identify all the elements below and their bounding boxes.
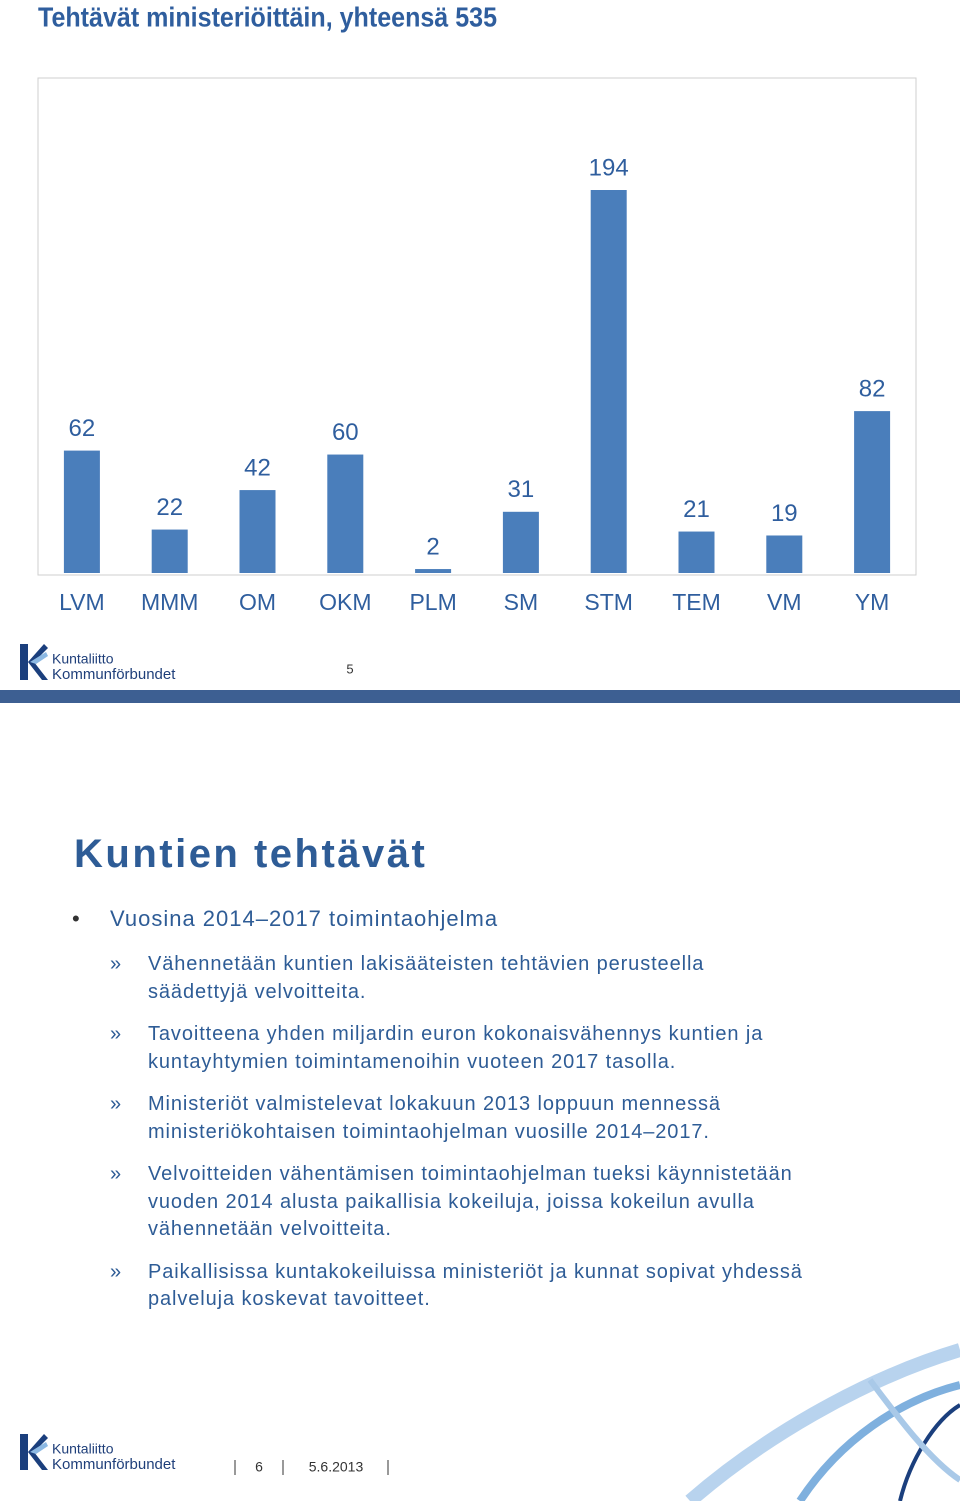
value-label: 42 <box>244 454 271 481</box>
plot-frame <box>37 77 917 576</box>
bar <box>63 450 100 573</box>
value-label: 194 <box>589 154 629 181</box>
text-line: Vähennetään kuntien lakisääteisten tehtä… <box>148 953 705 975</box>
sub-bullet: Velvoitteiden vähentämisen toimintaohjel… <box>110 1161 803 1244</box>
bar <box>678 531 715 573</box>
value-label: 82 <box>859 375 886 402</box>
sub-bullets: Vähennetään kuntien lakisääteisten tehtä… <box>110 951 803 1329</box>
category-label: LVM <box>59 589 105 615</box>
bar <box>327 454 364 573</box>
text-line: ministeriökohtaisen toimintaohjelman vuo… <box>148 1120 710 1143</box>
bar <box>766 535 803 573</box>
decoration-swirl <box>685 1343 960 1501</box>
category-label: OKM <box>319 589 371 615</box>
category-label: VM <box>767 589 802 615</box>
value-label: 31 <box>508 476 535 503</box>
value-label: 22 <box>156 494 183 521</box>
text-line: Ministeriöt valmistelevat lokakuun 2013 … <box>148 1093 721 1115</box>
logo-text: Kommunförbundet <box>52 666 176 683</box>
text-line: vuoden 2014 alusta paikallisia kokeiluja… <box>148 1190 755 1213</box>
value-label: 62 <box>69 415 96 442</box>
text-line: Velvoitteiden vähentämisen toimintaohjel… <box>148 1163 793 1185</box>
text-line: vähennetään velvoitteita. <box>148 1218 392 1240</box>
chart-title: Tehtävät ministeriöittäin, yhteensä 535 <box>38 1 497 32</box>
category-label: YM <box>855 589 890 615</box>
sub-bullet: Ministeriöt valmistelevat lokakuun 2013 … <box>110 1091 803 1146</box>
slide-title: Kuntien tehtävät <box>74 832 428 876</box>
logo-text: Kommunförbundet <box>52 1456 176 1473</box>
text-line: kuntayhtymien toimintamenoihin vuoteen 2… <box>148 1050 677 1073</box>
value-label: 19 <box>771 500 798 527</box>
logo <box>20 1434 48 1470</box>
bar <box>502 511 539 573</box>
category-label: OM <box>239 589 276 615</box>
page-number: 5 <box>346 661 353 676</box>
sub-bullet: Paikallisissa kuntakokeiluissa ministeri… <box>110 1259 803 1314</box>
category-label: SM <box>504 589 539 615</box>
text-line: säädettyjä velvoitteita. <box>148 980 367 1003</box>
logo-text: Kuntaliitto <box>52 1441 114 1457</box>
sub-bullet: Tavoitteena yhden miljardin euron kokona… <box>110 1021 803 1076</box>
value-label: 21 <box>683 496 710 523</box>
bar <box>854 411 891 573</box>
bar <box>239 490 276 573</box>
category-label: STM <box>584 589 633 615</box>
value-label: 60 <box>332 419 359 446</box>
page-number: 6 <box>255 1459 263 1475</box>
text-line: palveluja koskevat tavoitteet. <box>148 1288 431 1310</box>
text-line: Tavoitteena yhden miljardin euron kokona… <box>148 1023 764 1045</box>
bar <box>151 529 188 573</box>
slide-footer-bar <box>0 690 960 703</box>
bar <box>590 190 627 573</box>
bar <box>415 569 452 573</box>
category-label: PLM <box>409 589 456 615</box>
category-label: MMM <box>141 589 198 615</box>
date: 5.6.2013 <box>309 1459 364 1475</box>
value-label: 2 <box>426 533 439 560</box>
text-line: Paikallisissa kuntakokeiluissa ministeri… <box>148 1260 803 1283</box>
category-label: TEM <box>672 589 721 615</box>
logo-text: Kuntaliitto <box>52 651 114 667</box>
footer-separators <box>234 1460 389 1475</box>
sub-bullet: Vähennetään kuntien lakisääteisten tehtä… <box>110 951 803 1006</box>
bullet: Vuosina 2014–2017 toimintaohjelma <box>72 906 498 932</box>
logo <box>20 644 48 680</box>
